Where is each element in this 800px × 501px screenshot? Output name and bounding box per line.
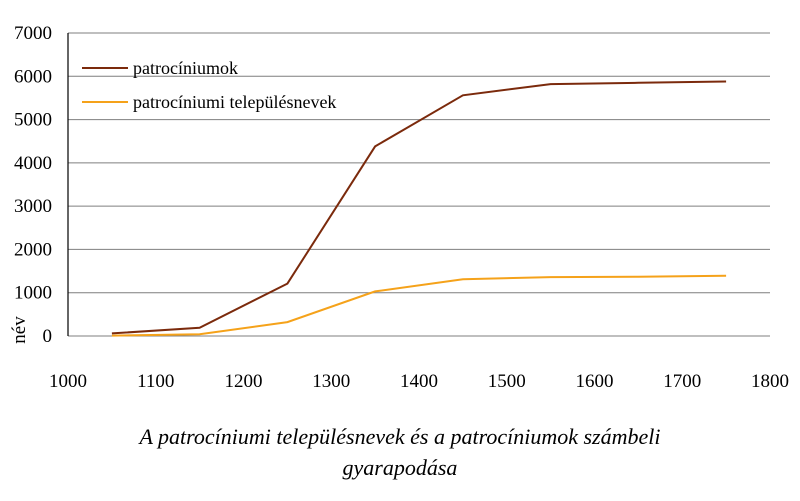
y-tick-label: 0 (43, 326, 53, 347)
y-tick-label: 2000 (14, 239, 52, 260)
y-axis-label: név (9, 316, 30, 344)
x-tick-label: 1600 (576, 371, 614, 392)
x-tick-label: 1500 (488, 371, 526, 392)
gridlines (68, 32, 770, 337)
x-tick-label: 1400 (400, 371, 438, 392)
x-tick-label: 1200 (225, 371, 263, 392)
legend-item-patrociniumi-telepulesnevek: patrocíniumi településnevek (82, 92, 336, 112)
y-tick-label: 4000 (14, 153, 52, 174)
series-layer (111, 80, 727, 337)
y-tick-label: 6000 (14, 66, 52, 87)
y-tick-label: 1000 (14, 283, 52, 304)
legend-item-patrociniumok: patrocíniumok (82, 58, 238, 78)
legend-label-patrociniumok: patrocíniumok (133, 58, 238, 78)
y-tick-label: 5000 (14, 110, 52, 131)
x-tick-label: 1800 (751, 371, 789, 392)
legend-label-patrociniumi-telepulesnevek: patrocíniumi településnevek (133, 92, 336, 112)
series-line-1 (111, 274, 727, 337)
caption-line-1: A patrocíniumi településnevek és a patro… (138, 424, 661, 449)
chart-caption: A patrocíniumi településnevek és a patro… (138, 424, 661, 480)
x-tick-label: 1300 (312, 371, 350, 392)
x-tick-labels: 1000 1100 1200 1300 1400 1500 1600 1700 1800 (49, 371, 789, 392)
x-tick-label: 1100 (137, 371, 174, 392)
series-line-0 (111, 80, 727, 335)
x-tick-label: 1000 (49, 371, 87, 392)
caption-line-2: gyarapodása (343, 455, 458, 480)
x-tick-label: 1700 (663, 371, 701, 392)
y-tick-label: 7000 (14, 23, 52, 44)
y-tick-labels: 0 1000 2000 3000 4000 5000 6000 7000 (14, 23, 52, 347)
y-tick-label: 3000 (14, 196, 52, 217)
legend: patrocíniumok patrocíniumi településneve… (82, 58, 336, 112)
